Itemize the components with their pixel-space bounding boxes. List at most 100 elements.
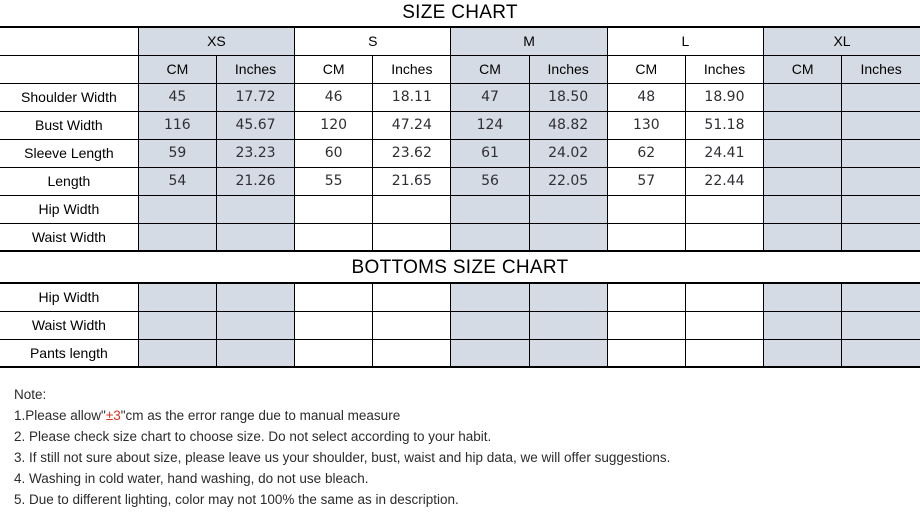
table-cell (215, 338, 296, 368)
bottoms-size-chart-table: Hip Width Waist Width Pants length (0, 282, 920, 368)
table-cell (528, 222, 608, 252)
table-row: Shoulder Width 45 17.72 46 18.11 47 18.50 48 18.… (0, 82, 920, 112)
table-cell: 24.02 (528, 138, 608, 168)
table-row: Pants length (0, 338, 920, 368)
bottoms-row-label: Hip Width (0, 282, 139, 312)
note-item: 1.Please allow"±3"cm as the error range … (14, 408, 401, 423)
table-cell (372, 338, 452, 368)
table-cell: 45 (137, 82, 217, 112)
size-chart-row-label: Sleeve Length (0, 138, 139, 168)
table-cell (528, 194, 608, 224)
size-chart-row-label: Hip Width (0, 194, 139, 224)
table-separator-band (0, 252, 920, 254)
table-cell (763, 138, 843, 168)
table-cell (528, 338, 608, 368)
unit-m-cm: CM (450, 54, 530, 84)
table-cell (137, 194, 217, 224)
table-cell (684, 282, 765, 312)
table-cell (841, 222, 920, 252)
table-row: Hip Width (0, 282, 920, 312)
table-cell: 120 (294, 110, 374, 140)
size-chart-row-label: Length (0, 166, 139, 196)
table-cell (841, 138, 920, 168)
table-cell: 130 (606, 110, 686, 140)
table-cell (137, 222, 217, 252)
table-cell: 60 (294, 138, 374, 168)
table-cell: 54 (137, 166, 217, 196)
size-group-l: L (606, 26, 765, 56)
table-cell: 22.44 (684, 166, 765, 196)
table-cell (763, 338, 843, 368)
table-row: Length 54 21.26 55 21.65 56 22.05 57 22.44 (0, 166, 920, 196)
size-chart-body: Shoulder Width 45 17.72 46 18.11 47 18.50 48 18.… (0, 82, 920, 252)
table-cell: 18.50 (528, 82, 608, 112)
table-row: Sleeve Length 59 23.23 60 23.62 61 24.02 62 24.4… (0, 138, 920, 168)
unit-l-cm: CM (606, 54, 686, 84)
unit-corner-cell (0, 54, 139, 84)
table-cell (215, 282, 296, 312)
unit-l-inches: Inches (684, 54, 765, 84)
table-cell: 21.26 (215, 166, 296, 196)
table-cell (763, 222, 843, 252)
size-group-xs: XS (137, 26, 296, 56)
unit-xs-inches: Inches (215, 54, 296, 84)
bottoms-row-label: Pants length (0, 338, 139, 368)
page-title: SIZE CHART (402, 2, 518, 23)
table-cell (606, 282, 686, 312)
bottoms-row-label: Waist Width (0, 310, 139, 340)
table-cell (372, 222, 452, 252)
table-cell: 18.11 (372, 82, 452, 112)
table-cell (294, 338, 374, 368)
table-cell (841, 166, 920, 196)
unit-header-row: CM Inches CM Inches CM Inches CM Inches … (0, 54, 920, 84)
size-group-s: S (294, 26, 452, 56)
size-group-m: M (450, 26, 608, 56)
note-item: 4. Washing in cold water, hand washing, … (14, 471, 369, 486)
table-cell (294, 282, 374, 312)
table-cell (215, 222, 296, 252)
size-chart-row-label: Shoulder Width (0, 82, 139, 112)
table-cell (684, 194, 765, 224)
table-cell (606, 194, 686, 224)
table-cell (137, 338, 217, 368)
table-corner-cell (0, 26, 139, 56)
table-cell (450, 310, 530, 340)
unit-m-inches: Inches (528, 54, 608, 84)
table-cell: 46 (294, 82, 374, 112)
table-cell (763, 310, 843, 340)
table-row: Waist Width (0, 310, 920, 340)
table-cell (215, 310, 296, 340)
table-cell (763, 282, 843, 312)
table-row: Hip Width (0, 194, 920, 224)
table-cell (294, 222, 374, 252)
table-cell: 17.72 (215, 82, 296, 112)
table-cell: 56 (450, 166, 530, 196)
table-cell: 48.82 (528, 110, 608, 140)
notes-heading: Note: (14, 387, 47, 402)
table-cell (137, 310, 217, 340)
table-cell (841, 282, 920, 312)
table-cell (215, 194, 296, 224)
table-cell: 62 (606, 138, 686, 168)
table-cell (841, 310, 920, 340)
table-cell (763, 166, 843, 196)
bottoms-title: BOTTOMS SIZE CHART (351, 257, 569, 278)
size-group-header-row: XS S M L XL (0, 26, 920, 56)
table-row: Waist Width (0, 222, 920, 252)
note-item: 5. Due to different lighting, color may … (14, 492, 459, 507)
table-cell (294, 194, 374, 224)
table-cell (372, 310, 452, 340)
table-cell (606, 222, 686, 252)
table-cell (763, 82, 843, 112)
table-cell (841, 194, 920, 224)
table-cell (450, 338, 530, 368)
table-cell (372, 194, 452, 224)
table-cell (684, 338, 765, 368)
table-cell (450, 194, 530, 224)
table-cell (372, 282, 452, 312)
bottoms-size-chart-body: Hip Width Waist Width Pants length (0, 282, 920, 368)
table-cell: 61 (450, 138, 530, 168)
table-cell (528, 282, 608, 312)
table-cell: 23.23 (215, 138, 296, 168)
table-cell (684, 310, 765, 340)
